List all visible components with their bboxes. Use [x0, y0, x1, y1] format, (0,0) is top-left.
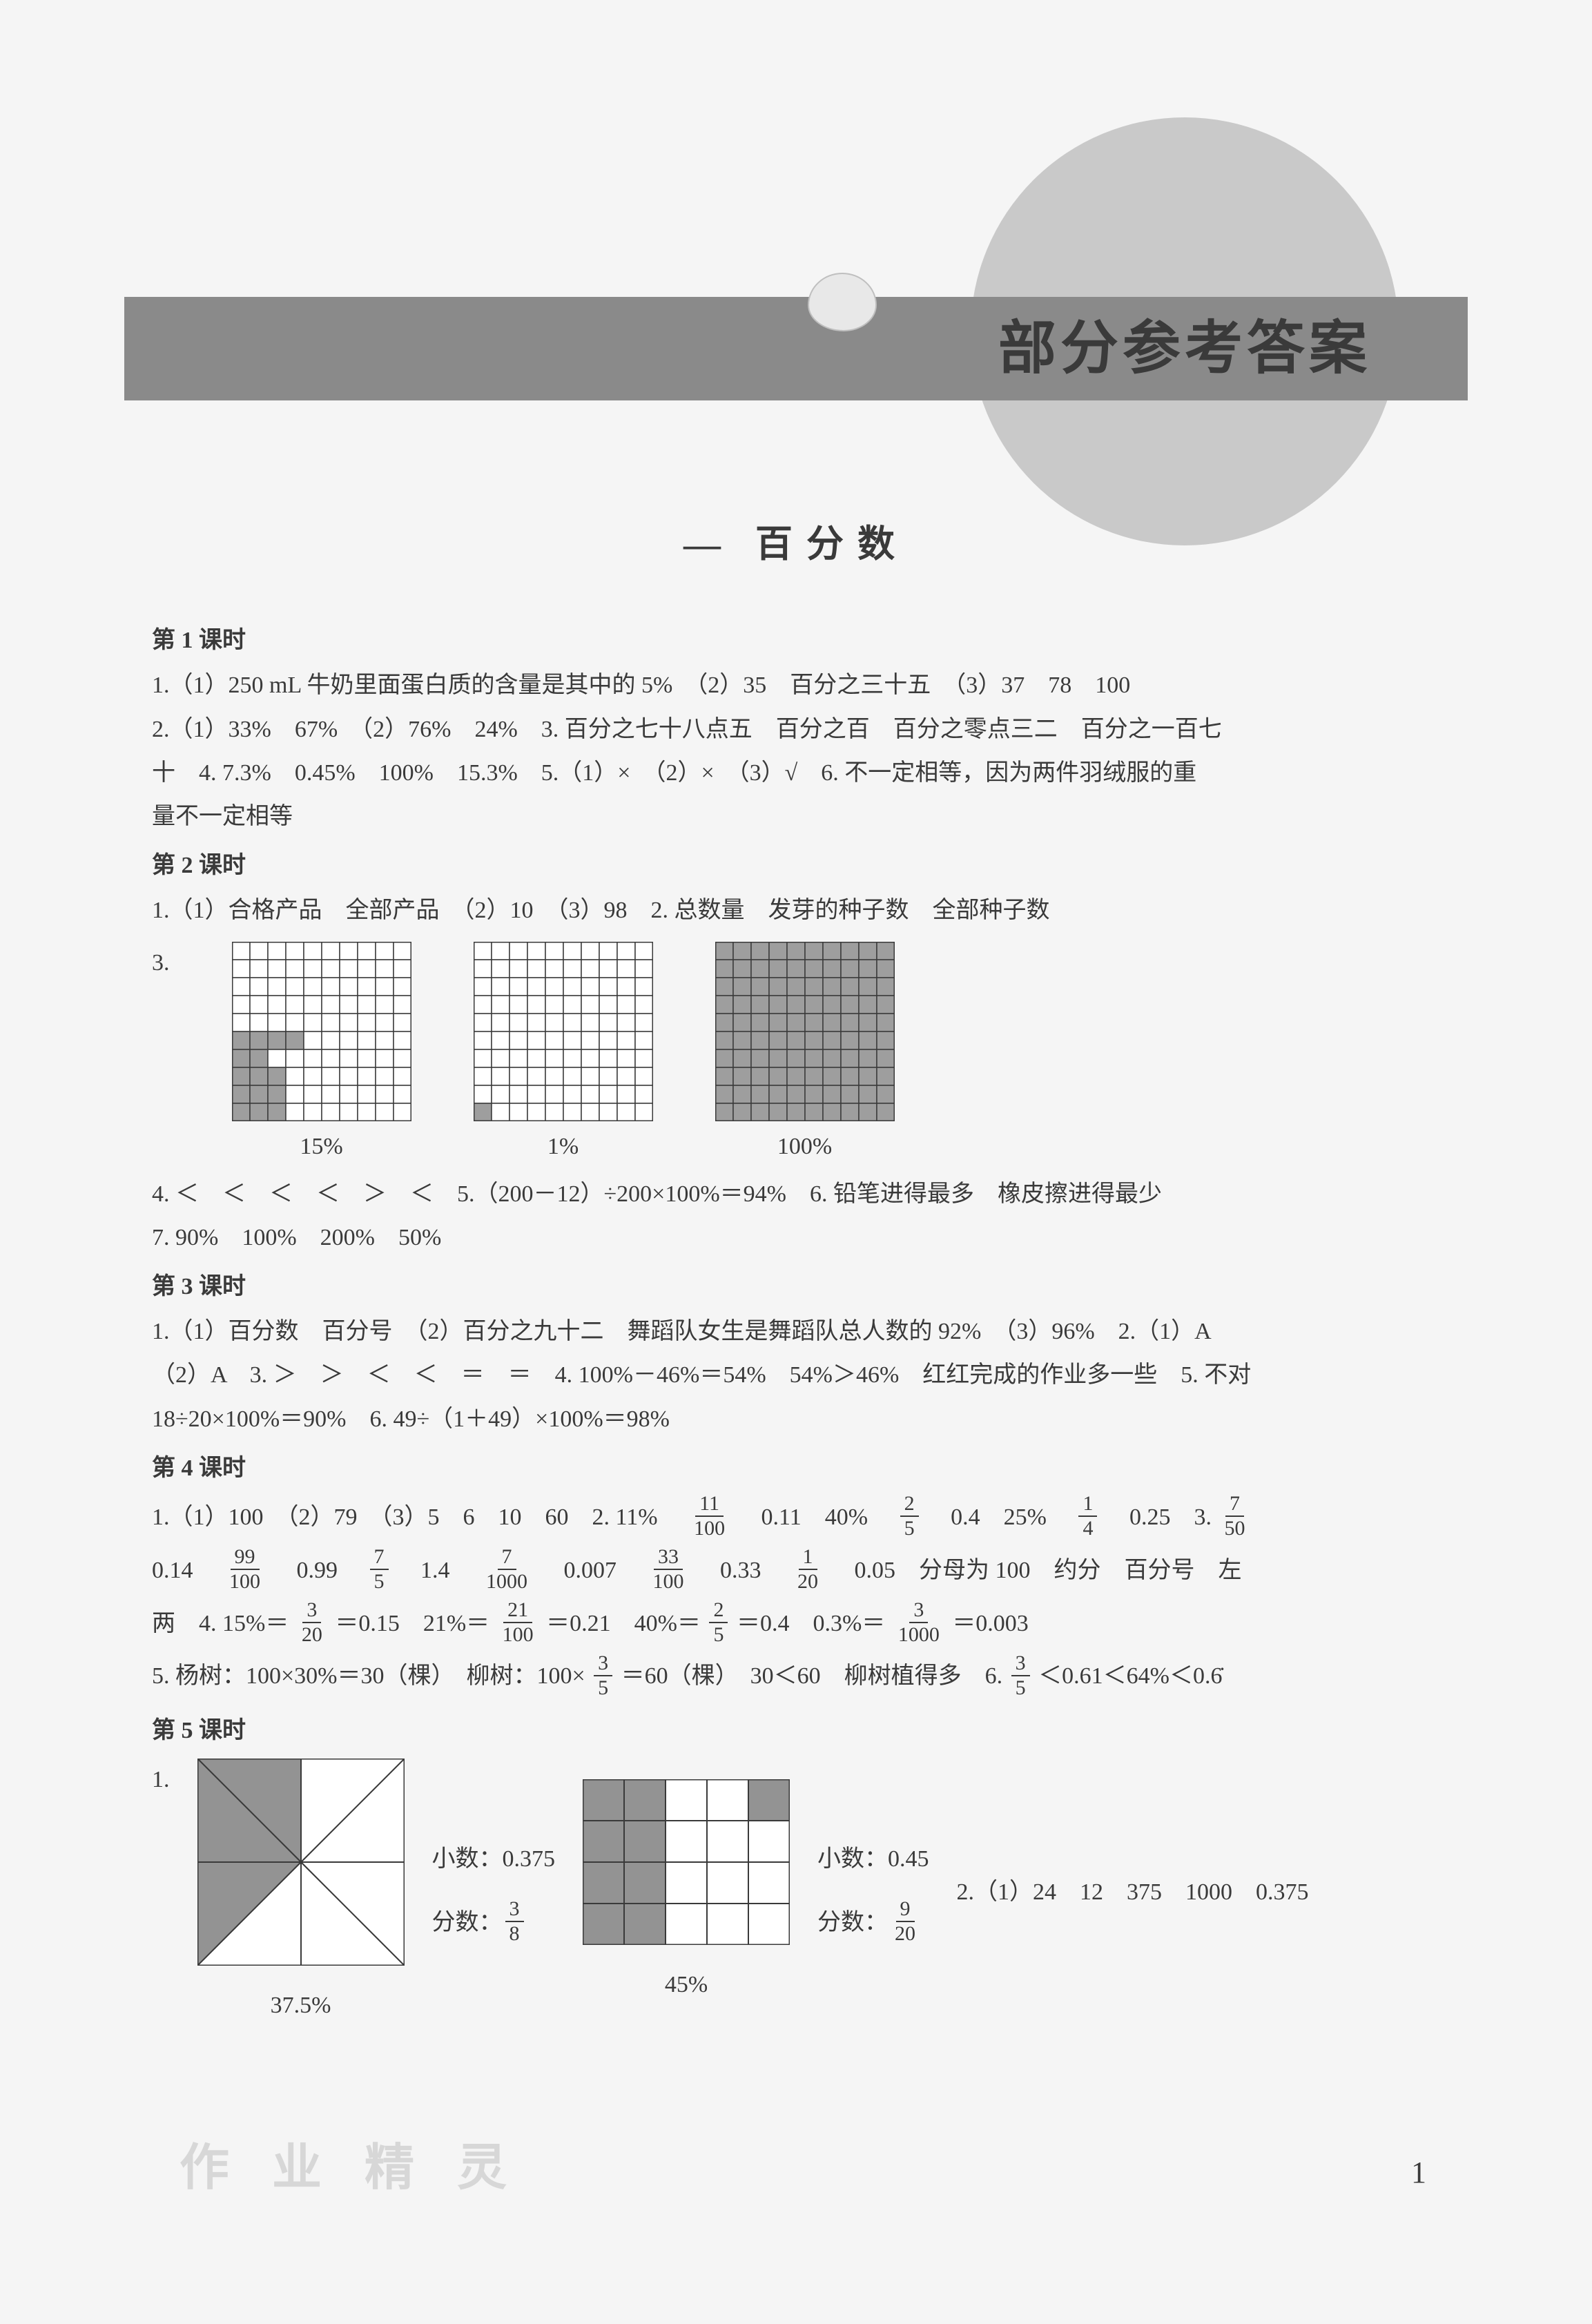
fig1-decimal: 小数：0.375 — [432, 1838, 556, 1880]
lesson4-row3: 两 4. 15%＝ 320 ＝0.15 21%＝ 21100 ＝0.21 40%… — [152, 1598, 1440, 1650]
content-area: —百分数 第 1 课时 1.（1）250 mL 牛奶里面蛋白质的含量是其中的 5… — [152, 511, 1440, 2026]
lesson5-row: 1. 37.5% 小数：0.375 分数：38 45% 小数：0.45 分数：9… — [152, 1759, 1440, 2026]
l4r3-c: ＝0.21 40%＝ — [546, 1611, 701, 1636]
badge-stamp — [808, 273, 877, 331]
lesson3-title: 第 3 课时 — [152, 1266, 1440, 1308]
lesson1-line1: 1.（1）250 mL 牛奶里面蛋白质的含量是其中的 5% （2）35 百分之三… — [152, 664, 1440, 706]
frac: 35 — [1011, 1653, 1030, 1698]
l4r1-b: 0.11 40% — [738, 1504, 892, 1530]
fig2-decimal: 小数：0.45 — [817, 1838, 929, 1880]
watermark-text: 作 业 精 灵 — [179, 2124, 522, 2214]
frac: 920 — [891, 1899, 920, 1944]
lesson3-line2: （2）A 3. ＞ ＞ ＜ ＜ ＝ ＝ 4. 100%－46%＝54% 54%＞… — [152, 1354, 1440, 1396]
lesson4-row4: 5. 杨树：100×30%＝30（棵） 柳树：100× 35 ＝60（棵） 30… — [152, 1651, 1440, 1703]
frac: 750 — [1220, 1493, 1249, 1539]
grid3-block: 100% — [715, 942, 895, 1168]
q1-label: 1. — [152, 1759, 170, 1801]
frac: 33100 — [649, 1547, 688, 1592]
l4r4-b: ＝60（棵） 30＜60 柳树植得多 6. — [621, 1663, 1009, 1689]
lesson3-line3: 18÷20×100%＝90% 6. 49÷（1＋49）×100%＝98% — [152, 1398, 1440, 1440]
lesson1-title: 第 1 课时 — [152, 619, 1440, 661]
lesson4-row2: 0.14 99100 0.99 75 1.4 71000 0.007 33100… — [152, 1545, 1440, 1597]
l4r4-a: 5. 杨树：100×30%＝30（棵） 柳树：100× — [152, 1663, 585, 1689]
l4r2-b: 0.99 — [273, 1558, 362, 1583]
l4r1-a: 1.（1）100 （2）79 （3）5 6 10 60 2. 11% — [152, 1504, 681, 1530]
frac: 25 — [709, 1600, 728, 1645]
lesson2-line1: 1.（1）合格产品 全部产品 （2）10 （3）98 2. 总数量 发芽的种子数… — [152, 889, 1440, 931]
l4r1-c: 0.4 25% — [927, 1504, 1070, 1530]
q3-label: 3. — [152, 942, 170, 984]
lesson2-line4: 4. ＜ ＜ ＜ ＜ ＞ ＜ 5.（200－12）÷200×100%＝94% 6… — [152, 1173, 1440, 1215]
frac: 38 — [505, 1899, 524, 1944]
fig1-caption: 37.5% — [197, 1984, 405, 2026]
grid2-svg — [474, 942, 653, 1121]
frac: 31000 — [894, 1600, 944, 1645]
lesson3-line1: 1.（1）百分数 百分号 （2）百分之九十二 舞蹈队女生是舞蹈队总人数的 92%… — [152, 1310, 1440, 1353]
l4r2-d: 0.007 — [541, 1558, 641, 1583]
lesson4-row1: 1.（1）100 （2）79 （3）5 6 10 60 2. 11% 11100… — [152, 1492, 1440, 1544]
grid3-svg — [715, 942, 895, 1121]
page-number: 1 — [1411, 2145, 1426, 2200]
l4r3-a: 两 4. 15%＝ — [152, 1611, 289, 1636]
lesson2-title: 第 2 课时 — [152, 844, 1440, 887]
heading-prefix: — — [683, 523, 755, 565]
fig2-caption: 45% — [583, 1964, 790, 2006]
l4r3-b: ＝0.15 21%＝ — [335, 1611, 489, 1636]
chapter-heading: —百分数 — [152, 511, 1440, 578]
l4r4-c: ＜0.61＜64%＜0.6̇ — [1038, 1663, 1222, 1689]
lesson1-line2: 2.（1）33% 67% （2）76% 24% 3. 百分之七十八点五 百分之百… — [152, 708, 1440, 751]
fig2-side: 小数：0.45 分数：920 — [817, 1838, 929, 1946]
lesson2-grids-row: 3. 15% 1% 100% — [152, 942, 1440, 1168]
lesson1-line4: 量不一定相等 — [152, 795, 1440, 837]
frac: 11100 — [690, 1493, 729, 1539]
grid1-label: 15% — [300, 1125, 342, 1168]
fig2-block: 45% — [583, 1779, 790, 2005]
frac: 14 — [1078, 1493, 1097, 1539]
l4r2-f: 0.05 分母为 100 约分 百分号 左 — [831, 1558, 1242, 1583]
lesson5-title: 第 5 课时 — [152, 1710, 1440, 1752]
frac: 99100 — [225, 1547, 264, 1592]
frac: 25 — [900, 1493, 919, 1539]
frac: 35 — [594, 1653, 612, 1698]
grid1-svg — [232, 942, 411, 1121]
frac: 75 — [370, 1547, 389, 1592]
grid2-block: 1% — [474, 942, 653, 1168]
lesson4-title: 第 4 课时 — [152, 1447, 1440, 1489]
grid3-label: 100% — [777, 1125, 832, 1168]
heading-text: 百分数 — [755, 523, 909, 565]
fig2-svg — [583, 1779, 790, 1945]
frac: 320 — [298, 1600, 327, 1645]
lesson5-right-text: 2.（1）24 12 375 1000 0.375 — [957, 1871, 1309, 1913]
fig1-svg — [197, 1759, 405, 1966]
lesson2-line5: 7. 90% 100% 200% 50% — [152, 1217, 1440, 1259]
grid1-block: 15% — [232, 942, 411, 1168]
l4r2-c: 1.4 — [397, 1558, 474, 1583]
lesson1-line3: 十 4. 7.3% 0.45% 100% 15.3% 5.（1）× （2）× （… — [152, 752, 1440, 794]
header-title: 部分参考答案 — [998, 297, 1371, 401]
grid2-label: 1% — [547, 1125, 579, 1168]
fig1-fraction: 分数：38 — [432, 1901, 556, 1947]
l4r2-e: 0.33 — [697, 1558, 785, 1583]
fig1-side: 小数：0.375 分数：38 — [432, 1838, 556, 1946]
l4r3-e: ＝0.003 — [952, 1611, 1029, 1636]
fig2-fraction: 分数：920 — [817, 1901, 929, 1947]
frac: 21100 — [498, 1600, 538, 1645]
l4r2-a: 0.14 — [152, 1558, 217, 1583]
l4r3-d: ＝0.4 0.3%＝ — [737, 1611, 885, 1636]
frac: 71000 — [482, 1547, 532, 1592]
frac: 120 — [793, 1547, 822, 1592]
l4r1-d: 0.25 3. — [1106, 1504, 1218, 1530]
fig1-block: 37.5% — [197, 1759, 405, 2026]
